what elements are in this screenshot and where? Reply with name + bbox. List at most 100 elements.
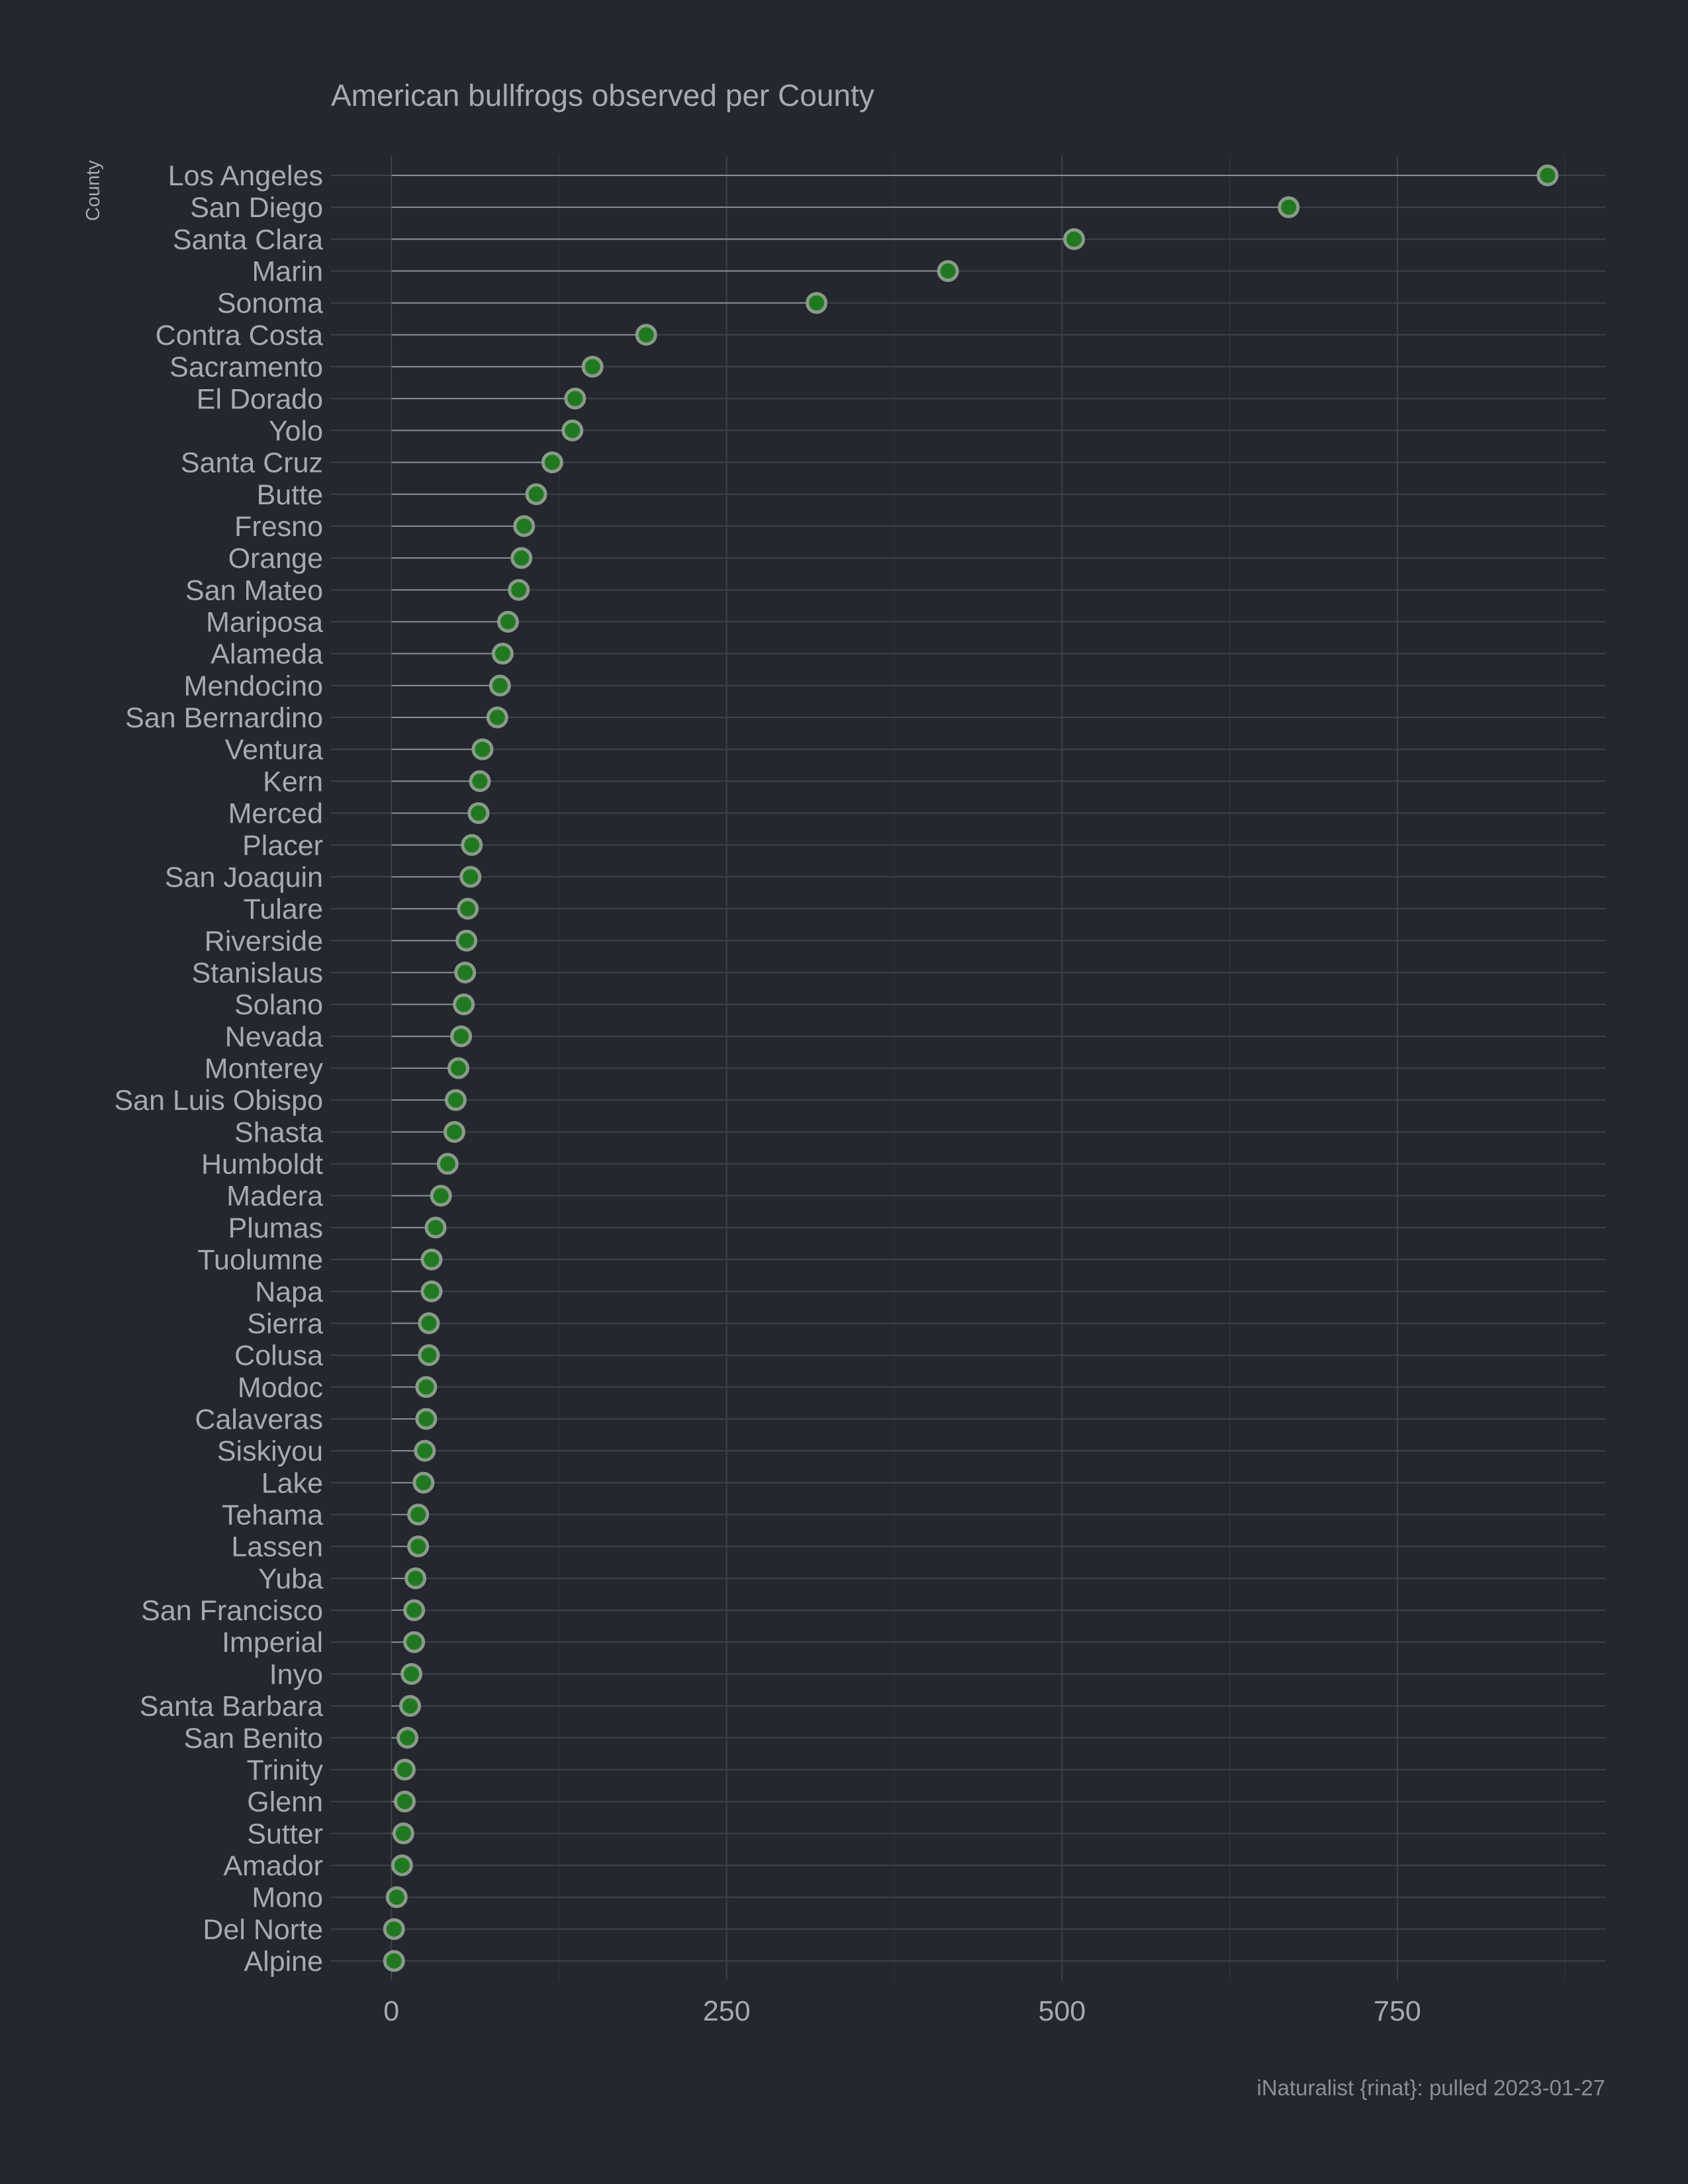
data-point xyxy=(455,929,478,952)
y-tick-label: Santa Clara xyxy=(173,224,323,255)
y-tick-label: Tehama xyxy=(222,1500,323,1531)
y-tick-label: Placer xyxy=(242,830,323,862)
y-tick-label: Sierra xyxy=(247,1308,323,1340)
y-tick-label: Ventura xyxy=(225,734,323,766)
data-point xyxy=(383,1918,405,1940)
y-tick-label: Sonoma xyxy=(217,288,323,320)
y-tick-label: San Joaquin xyxy=(165,862,323,893)
y-tick-label: Humboldt xyxy=(201,1149,323,1181)
y-tick-label: Santa Barbara xyxy=(140,1691,323,1723)
data-point xyxy=(404,1567,427,1590)
data-point xyxy=(1278,196,1300,218)
data-point xyxy=(457,897,479,920)
y-tick-label: Monterey xyxy=(205,1053,324,1085)
y-axis-title: County xyxy=(83,160,104,221)
y-tick-label: Tulare xyxy=(244,893,323,925)
data-point xyxy=(414,1439,436,1462)
data-point xyxy=(467,802,490,825)
y-tick-label: Trinity xyxy=(247,1754,324,1786)
data-point xyxy=(415,1408,438,1430)
y-tick-label: Colusa xyxy=(234,1340,323,1372)
y-tick-label: Fresno xyxy=(234,511,323,543)
y-tick-label: Lassen xyxy=(231,1531,323,1563)
y-tick-label: Mendocino xyxy=(184,670,323,702)
y-tick-label: Tuolumne xyxy=(197,1244,323,1276)
y-tick-label: Calaveras xyxy=(195,1404,323,1435)
chart-title: American bullfrogs observed per County xyxy=(331,78,874,113)
y-tick-label: Yuba xyxy=(258,1563,323,1595)
data-point xyxy=(1536,164,1559,187)
y-tick-label: San Luis Obispo xyxy=(114,1085,323,1116)
data-point xyxy=(430,1185,452,1207)
data-point xyxy=(491,643,514,665)
y-tick-label: Merced xyxy=(228,798,323,830)
data-point xyxy=(383,1950,405,1972)
segment-layer xyxy=(391,175,1548,1962)
data-point xyxy=(806,292,828,314)
data-point xyxy=(436,1153,459,1175)
data-point xyxy=(581,355,604,378)
data-point xyxy=(489,674,511,697)
y-tick-label: Mariposa xyxy=(206,607,323,639)
y-tick-label: San Bernardino xyxy=(125,702,323,734)
y-tick-label: San Mateo xyxy=(185,574,323,606)
data-point xyxy=(496,611,519,633)
y-tick-label: Yolo xyxy=(269,415,323,447)
y-tick-label: Kern xyxy=(263,766,323,797)
data-point xyxy=(450,1025,473,1048)
y-tick-label: Lake xyxy=(261,1467,323,1499)
data-point xyxy=(459,866,482,888)
data-point xyxy=(443,1120,465,1143)
y-tick-label: Riverside xyxy=(205,925,323,957)
y-tick-label: Alameda xyxy=(211,639,323,670)
data-point xyxy=(564,387,586,410)
y-tick-label: Santa Cruz xyxy=(181,447,323,479)
data-point xyxy=(415,1376,438,1398)
x-tick-label: 0 xyxy=(383,1995,399,2027)
y-tick-label: Inyo xyxy=(269,1659,323,1690)
x-tick-label: 500 xyxy=(1038,1995,1086,2027)
x-tick-label: 750 xyxy=(1374,1995,1421,2027)
y-tick-label: Madera xyxy=(226,1181,323,1212)
y-tick-label: Solano xyxy=(234,989,323,1021)
data-point xyxy=(635,324,657,346)
y-tick-label: Stanislaus xyxy=(192,957,323,989)
data-point xyxy=(399,1695,422,1717)
y-tick-label: Marin xyxy=(252,256,323,288)
y-tick-label: Glenn xyxy=(247,1786,323,1818)
data-point xyxy=(385,1886,408,1909)
y-tick-label: Plumas xyxy=(228,1212,323,1244)
data-point xyxy=(392,1822,414,1844)
y-tick-label: Siskiyou xyxy=(217,1435,323,1467)
y-tick-label: San Francisco xyxy=(141,1595,323,1627)
data-point xyxy=(393,1758,416,1781)
y-tick-label: Contra Costa xyxy=(156,320,323,351)
data-point xyxy=(937,260,959,283)
y-tick-label: Sacramento xyxy=(169,351,323,383)
y-tick-label: Sutter xyxy=(247,1818,323,1850)
data-point xyxy=(403,1631,426,1653)
data-point xyxy=(453,993,475,1016)
data-point xyxy=(420,1280,443,1302)
x-tick-label: 250 xyxy=(703,1995,751,2027)
data-point xyxy=(561,419,584,441)
data-point xyxy=(510,547,533,569)
y-tick-label: Los Angeles xyxy=(168,160,323,192)
data-point xyxy=(525,483,547,506)
y-tick-label: San Benito xyxy=(184,1723,323,1754)
data-point xyxy=(418,1312,440,1334)
data-point xyxy=(407,1535,430,1558)
y-tick-label: Nevada xyxy=(225,1021,323,1053)
data-point xyxy=(391,1854,413,1876)
data-point xyxy=(420,1248,443,1271)
y-tick-label: Alpine xyxy=(244,1946,323,1978)
data-point xyxy=(403,1599,426,1621)
data-point xyxy=(513,515,536,537)
data-point xyxy=(424,1216,447,1239)
y-tick-label: Napa xyxy=(255,1276,323,1308)
point-layer xyxy=(383,164,1559,1972)
y-tick-label: Del Norte xyxy=(203,1914,323,1946)
